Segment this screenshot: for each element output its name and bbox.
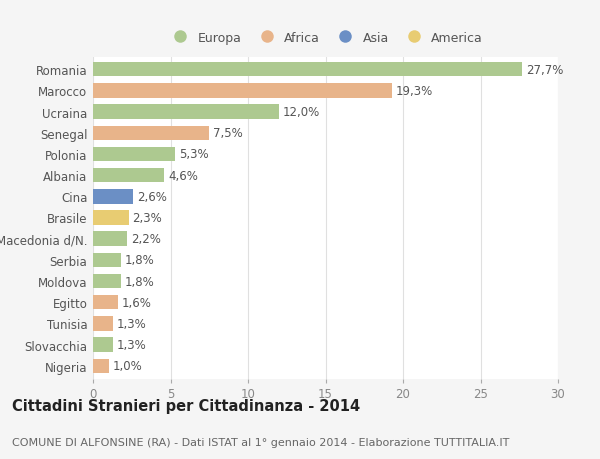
Text: 12,0%: 12,0% — [283, 106, 320, 119]
Text: 1,3%: 1,3% — [117, 338, 147, 351]
Bar — [93, 274, 121, 289]
Text: 1,8%: 1,8% — [125, 254, 155, 267]
Bar — [93, 63, 523, 77]
Text: 4,6%: 4,6% — [168, 169, 198, 182]
Bar — [93, 168, 164, 183]
Bar — [93, 317, 113, 331]
Text: 7,5%: 7,5% — [213, 127, 243, 140]
Bar — [93, 232, 127, 246]
Text: 19,3%: 19,3% — [396, 85, 433, 98]
Bar — [93, 147, 175, 162]
Text: 1,3%: 1,3% — [117, 317, 147, 330]
Text: Cittadini Stranieri per Cittadinanza - 2014: Cittadini Stranieri per Cittadinanza - 2… — [12, 398, 360, 413]
Bar — [93, 296, 118, 310]
Bar — [93, 253, 121, 268]
Text: COMUNE DI ALFONSINE (RA) - Dati ISTAT al 1° gennaio 2014 - Elaborazione TUTTITAL: COMUNE DI ALFONSINE (RA) - Dati ISTAT al… — [12, 437, 509, 448]
Text: 5,3%: 5,3% — [179, 148, 209, 161]
Text: 2,2%: 2,2% — [131, 233, 161, 246]
Text: 1,8%: 1,8% — [125, 275, 155, 288]
Text: 27,7%: 27,7% — [526, 64, 563, 77]
Text: 1,6%: 1,6% — [122, 296, 152, 309]
Bar — [93, 190, 133, 204]
Text: 2,6%: 2,6% — [137, 190, 167, 203]
Text: 2,3%: 2,3% — [133, 212, 162, 224]
Bar — [93, 105, 279, 119]
Text: 1,0%: 1,0% — [112, 359, 142, 372]
Bar — [93, 84, 392, 98]
Bar — [93, 338, 113, 352]
Legend: Europa, Africa, Asia, America: Europa, Africa, Asia, America — [168, 32, 483, 45]
Bar — [93, 126, 209, 140]
Bar — [93, 359, 109, 373]
Bar — [93, 211, 128, 225]
